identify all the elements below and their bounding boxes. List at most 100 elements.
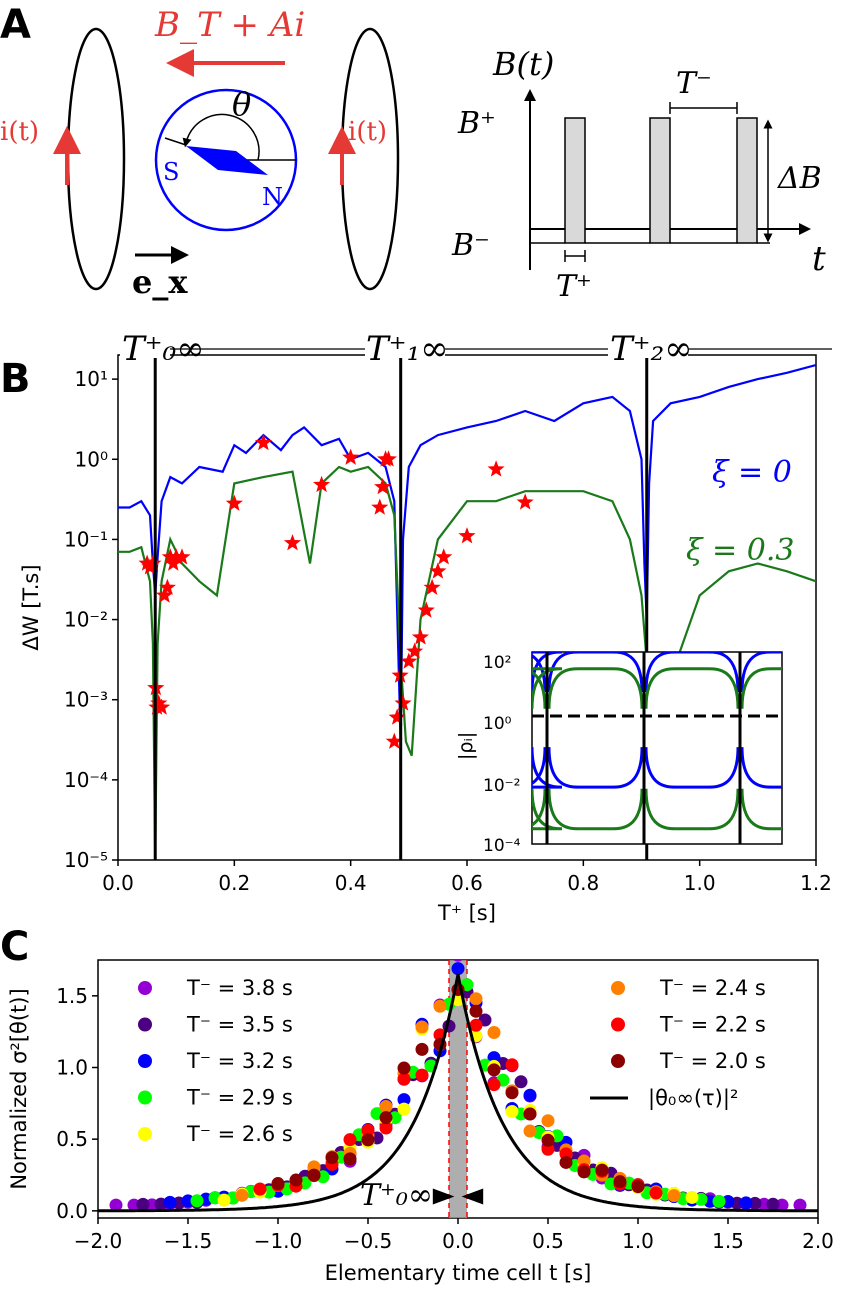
star-point [385,732,403,749]
x-tick-label: 0.5 [532,1229,564,1253]
data-point [649,1186,663,1200]
inset-ylabel: |ρᵢ| [455,732,477,760]
y-tick-label: 10⁰ [75,447,108,471]
y-axis-label-b: ΔW [T.s] [19,564,43,650]
y-tick-label: 10⁻³ [64,688,108,712]
data-point [712,1194,726,1208]
data-point [505,1105,519,1119]
compass-needle [186,146,268,175]
x-tick-label: −1.0 [254,1229,303,1253]
left-coil [66,27,126,291]
series-label-xi-0: ξ = 0 [712,455,792,490]
x-tick-label: 0.2 [218,871,250,895]
star-point [417,601,435,618]
plot-b-axes: 0.0 0.2 0.4 0.6 0.8 1.0 1.2 10¹ 10⁰ 10⁻¹ 10⁻² 10⁻³ 1… [19,367,832,925]
data-point [343,1152,357,1166]
data-point [136,1197,150,1211]
data-point [523,1088,537,1102]
star-point [158,578,176,595]
x-tick-label: 0.4 [335,871,367,895]
x-tick-label: −1.5 [164,1229,213,1253]
data-point [487,1063,501,1077]
field-schematic: B(t) B⁺ B⁻ T⁻ T⁺ ΔB t [451,45,826,304]
y-tick-label: 10¹ [75,367,108,391]
data-point [487,1025,501,1039]
unit-vector-label: e_x [132,263,188,301]
data-point [451,962,465,976]
data-point [766,1197,780,1211]
x-tick-label: 0.0 [102,871,134,895]
b-plus-label: B⁺ [457,106,496,141]
star-point [388,708,406,725]
pole-n-label: N [262,183,283,211]
legend-c: T⁻ = 3.8 s T⁻ = 3.5 s T⁻ = 3.2 s T⁻ = 2.9 s… [138,976,766,1146]
star-point [371,498,389,515]
data-point [379,1111,393,1125]
y-axis-label-c: Normalized σ²[θ(t)] [7,988,31,1189]
x-tick-label: −2.0 [74,1229,123,1253]
star-point [153,698,171,715]
legend-label: |θ₀∞(τ)|² [648,1086,738,1111]
x-tick-label: 0.6 [451,871,483,895]
data-point [271,1177,285,1191]
data-point [361,1123,375,1137]
data-point [469,992,483,1006]
plot-c-content [98,960,818,1218]
x-tick-label: 1.5 [712,1229,744,1253]
data-point [721,1194,735,1208]
data-point [793,1198,807,1212]
star-point [379,450,397,467]
data-point [397,1061,411,1075]
data-point [523,1107,537,1121]
inset-content [532,652,782,844]
data-point [505,1086,519,1100]
y-tick-label: 0.5 [56,1127,88,1151]
data-point [505,1058,519,1072]
left-current-label: i(t) [0,117,39,147]
x-tick-label: 1.0 [622,1229,654,1253]
star-point [313,475,331,493]
legend-marker [138,981,152,995]
data-point [415,1020,429,1034]
data-point [613,1175,627,1189]
panel-c-label: C [0,924,29,970]
data-point [235,1188,249,1202]
data-point [595,1163,609,1177]
field-label: B_T + Ai [154,5,305,45]
inset-ytick-0: 10² [483,653,511,673]
x-tick-label: 0.8 [567,871,599,895]
star-point [487,460,505,477]
x-tick-label: 0.0 [442,1229,474,1253]
series-label-xi-03: ξ = 0.3 [686,533,794,568]
band-arrow-right [461,1188,484,1205]
panel-a-label: A [0,2,31,48]
star-point [435,548,453,565]
legend-label: T⁻ = 3.5 s [186,1013,293,1037]
panel-c: C −2.0 −1.5 −1.0 −0.5 0.0 0.5 1.0 1.5 2.0 0.0 0.5 1… [0,924,834,1285]
star-point [144,554,162,571]
inset-lower-curve-0 [532,747,782,789]
data-point [433,999,447,1013]
data-point [631,1180,645,1194]
y-tick-label: 10⁻⁴ [64,768,108,792]
star-point [423,578,441,595]
y-tick-label: 0.0 [56,1199,88,1223]
star-point [342,448,360,465]
data-point [469,1018,483,1032]
pulse-3 [736,117,758,244]
panel-b: B 0.0 0.2 0.4 0.6 0.8 1.0 1.2 10¹ 10⁰ 10⁻¹ 10⁻² 10⁻… [0,326,832,925]
star-point [173,548,191,565]
star-point [374,478,392,495]
data-point [523,1124,537,1138]
star-point [394,694,412,711]
pole-s-label: S [163,158,179,186]
legend-marker [138,1127,152,1141]
data-point [469,1004,483,1018]
marker-label-0: T⁺₀∞ [122,329,205,369]
data-point [190,1194,204,1208]
theory-curve [98,974,818,1213]
plot-c-axes: −2.0 −1.5 −1.0 −0.5 0.0 0.5 1.0 1.5 2.0 0.0 0.5 1.0… [7,984,834,1285]
star-point [400,652,418,669]
data-point [325,1151,339,1165]
